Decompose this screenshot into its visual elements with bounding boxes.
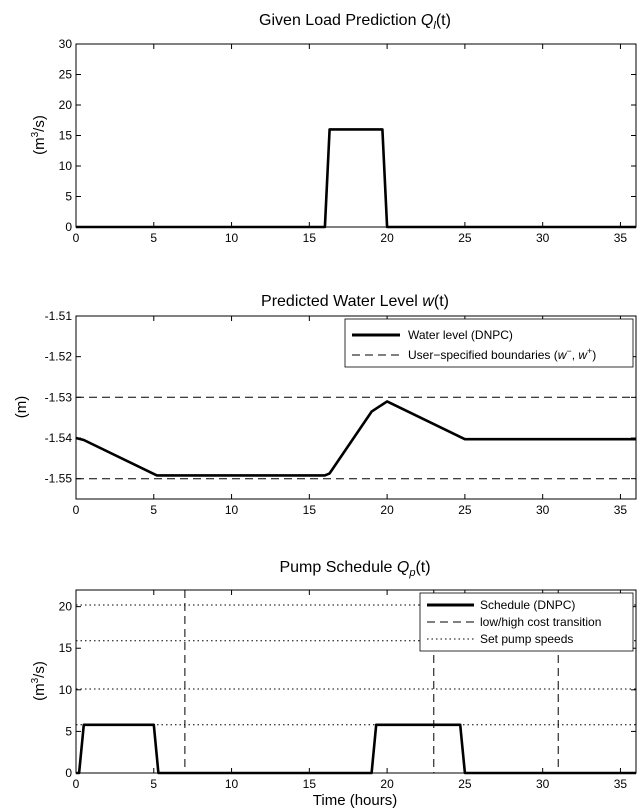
y-tick-label: 0 xyxy=(65,220,72,234)
x-tick-label: 0 xyxy=(73,777,80,791)
y-tick-label: 30 xyxy=(59,37,73,51)
axes-frame xyxy=(75,43,637,228)
panel-title: Pump Schedule Qp(t) xyxy=(279,559,430,579)
legend-box xyxy=(419,592,634,652)
y-tick-label: 10 xyxy=(59,159,73,173)
data-layer xyxy=(76,128,636,229)
y-axis-label: (m) xyxy=(13,396,30,419)
x-tick-label: 20 xyxy=(380,777,394,791)
legend: Water level (DNPC) User−specified bounda… xyxy=(344,318,634,368)
y-axis-label: (m3/s) xyxy=(30,661,48,701)
x-tick-label: 30 xyxy=(536,503,550,517)
x-tick-label: 5 xyxy=(150,777,157,791)
legend-label-boundaries: User−specified boundaries (w−, w+) xyxy=(408,346,596,362)
panel-title: Predicted Water Level w(t) xyxy=(261,293,449,310)
x-tick-label: 10 xyxy=(225,503,239,517)
x-tick-label: 10 xyxy=(225,777,239,791)
legend-label-water-level: Water level (DNPC) xyxy=(408,328,513,342)
x-tick-label: 25 xyxy=(458,503,472,517)
x-tick-label: 10 xyxy=(225,231,239,245)
y-tick-label: 5 xyxy=(65,190,72,204)
y-axis-label: (m3/s) xyxy=(30,115,48,155)
x-tick-label: 5 xyxy=(150,231,157,245)
x-tick-label: 0 xyxy=(73,503,80,517)
legend-label-pump-speeds: Set pump speeds xyxy=(480,632,573,646)
x-tick-label: 20 xyxy=(380,503,394,517)
x-tick-label: 15 xyxy=(303,503,317,517)
y-tick-label: 20 xyxy=(59,600,73,614)
tick-layer: 0 5 10 15 20 25 30 35 0 5 10 15 20 25 30 xyxy=(59,37,636,245)
series-line xyxy=(76,723,636,775)
legend-label-schedule: Schedule (DNPC) xyxy=(480,598,575,612)
y-tick-label: -1.52 xyxy=(45,350,73,364)
x-tick-label: 30 xyxy=(536,231,550,245)
y-tick-label: 0 xyxy=(65,766,72,780)
x-tick-label: 15 xyxy=(303,777,317,791)
tick-layer: 0 5 10 15 20 25 30 35 0 5 10 15 20 xyxy=(59,590,636,791)
x-tick-label: 20 xyxy=(380,231,394,245)
x-tick-label: 25 xyxy=(458,231,472,245)
x-tick-label: 35 xyxy=(614,777,628,791)
data-layer xyxy=(75,396,636,480)
series-line xyxy=(76,128,636,229)
y-tick-label: -1.51 xyxy=(45,309,73,323)
x-axis-label: Time (hours) xyxy=(313,792,397,809)
panel-title: Given Load Prediction Ql(t) xyxy=(259,12,451,32)
y-tick-label: 15 xyxy=(59,129,73,143)
y-tick-label: -1.54 xyxy=(45,431,73,445)
x-tick-label: 5 xyxy=(150,503,157,517)
y-tick-label: 10 xyxy=(59,683,73,697)
y-tick-label: 15 xyxy=(59,641,73,655)
y-tick-label: -1.53 xyxy=(45,390,73,404)
x-tick-label: 35 xyxy=(614,503,628,517)
legend: Schedule (DNPC) low/high cost transition… xyxy=(419,592,634,652)
x-tick-label: 35 xyxy=(614,231,628,245)
y-tick-label: -1.55 xyxy=(45,472,73,486)
x-tick-label: 30 xyxy=(536,777,550,791)
x-tick-label: 25 xyxy=(458,777,472,791)
y-tick-label: 20 xyxy=(59,98,73,112)
water-level-panel: Predicted Water Level w(t) 0 5 10 15 20 25 30 3… xyxy=(13,293,637,517)
legend-label-cost-transition: low/high cost transition xyxy=(480,615,601,629)
y-tick-label: 5 xyxy=(65,724,72,738)
pump-schedule-panel: Pump Schedule Qp(t) 0 5 10 15 20 25 30 35 0 5 10 15… xyxy=(30,559,637,809)
legend-box xyxy=(344,318,634,368)
y-tick-label: 25 xyxy=(59,68,73,82)
tick-layer: 0 5 10 15 20 25 30 35 -1.51 -1.52 -1.53 -1.54 -1.55 xyxy=(45,309,636,517)
x-tick-label: 15 xyxy=(303,231,317,245)
axes-frame xyxy=(75,315,637,500)
x-tick-label: 0 xyxy=(73,231,80,245)
series-line xyxy=(75,400,636,477)
load-prediction-panel: Given Load Prediction Ql(t) 0 5 10 15 20 25 30… xyxy=(30,12,637,245)
